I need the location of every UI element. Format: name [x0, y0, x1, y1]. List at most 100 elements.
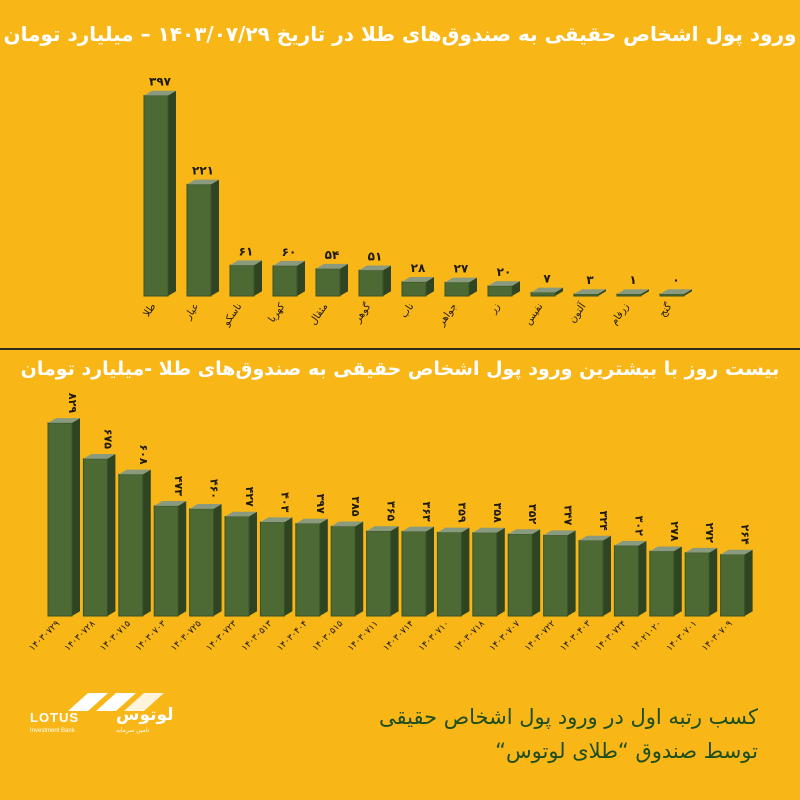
- bar-group: [578, 535, 611, 617]
- footer-announcement: کسب رتبه اول در ورود پول اشخاص حقیقی توس…: [298, 700, 758, 768]
- bar-top: [260, 517, 293, 523]
- bar-top: [508, 529, 541, 535]
- bar-top: [359, 265, 391, 271]
- bar-side: [390, 526, 399, 616]
- tick-label: ۱۴۰۳۰۷۱۴: [382, 619, 417, 654]
- bar-group: [272, 260, 305, 297]
- data-label: ۴۲۷: [243, 487, 256, 507]
- bar-group: [118, 469, 151, 617]
- bar-top: [614, 540, 647, 546]
- data-label: ۰: [672, 273, 679, 287]
- tick-label: ۱۴۰۳۰۷۱۰: [417, 619, 451, 653]
- top-bar-chart: ۳۹۷طلا۲۲۱عیار۶۱ناسکو۶۰کهربا۵۴مثقال۵۱گوهر…: [141, 75, 692, 329]
- data-label: ۳۸۵: [349, 496, 362, 516]
- data-label: ۲۶۴: [739, 525, 752, 545]
- bar-top: [144, 90, 176, 96]
- bar-group: [649, 546, 682, 617]
- data-label: ۸۲۹: [66, 393, 79, 413]
- data-label: ۱: [629, 273, 636, 287]
- bar: [118, 473, 144, 617]
- bar-top: [579, 535, 611, 541]
- bar-top: [445, 277, 477, 283]
- tick-label: ۱۴۰۳۰۷۲۵: [169, 619, 204, 654]
- lotus-logo: LOTUS لوتوس Investment Bank تامین سرمایه: [28, 683, 188, 743]
- bar-top: [574, 289, 606, 294]
- bar-side: [213, 504, 222, 616]
- data-label: ۲۲۱: [192, 164, 214, 178]
- tick-label: ۱۴۰۳۰۷۲۳: [205, 619, 240, 654]
- bar: [315, 268, 341, 297]
- bar-top: [331, 521, 364, 527]
- tick-label: ۱۴۰۲۱۰۲۰: [630, 619, 664, 653]
- bar-top: [402, 277, 434, 282]
- bar-group: [659, 289, 692, 297]
- bar: [189, 508, 215, 617]
- bar: [295, 523, 321, 617]
- data-label: ۵۱: [368, 249, 383, 263]
- tick-label: ۱۴۰۳۰۷۲۴: [594, 619, 629, 654]
- bar-group: [229, 260, 262, 297]
- bar-top: [273, 260, 305, 266]
- bar: [186, 183, 212, 297]
- bar-side: [673, 546, 682, 616]
- data-label: ۳۲۴: [597, 511, 610, 531]
- bar-group: [295, 518, 328, 617]
- bar-side: [512, 281, 520, 296]
- bar-side: [638, 540, 647, 616]
- bar-top: [543, 530, 576, 536]
- bar-top: [230, 260, 262, 266]
- bar-top: [225, 511, 257, 517]
- bar-group: [507, 529, 541, 617]
- bar-group: [436, 527, 470, 617]
- logo-sub-fa: تامین سرمایه: [116, 727, 150, 734]
- bar-top: [154, 501, 187, 506]
- bar-group: [543, 530, 576, 617]
- data-label: ۲۰: [497, 265, 512, 279]
- bar-group: [530, 287, 563, 297]
- data-label: ۷: [543, 272, 551, 286]
- bar-side: [603, 535, 611, 616]
- bar-group: [259, 517, 293, 617]
- tick-label: ۱۴۰۳۰۷۰۳: [134, 619, 169, 654]
- tick-label: ۱۴۰۳۰۷۰۹: [700, 619, 735, 654]
- bar: [578, 540, 604, 617]
- bar-group: [573, 289, 606, 297]
- data-label: ۲۷: [454, 262, 469, 276]
- tick-label: ۱۴۰۳۰۷۲۹: [28, 619, 63, 654]
- tick-label: ۱۴۰۳۰۷۱۱: [346, 619, 380, 653]
- data-label: ۳: [586, 273, 594, 287]
- tick-label: ۱۴۰۳۰۵۱۵: [311, 619, 346, 654]
- bar-top: [437, 527, 470, 533]
- bar-side: [249, 511, 257, 616]
- chart-title-top: ورود پول اشخاص حقیقی به صندوق‌های طلا در…: [3, 22, 797, 46]
- bar-group: [472, 527, 505, 617]
- bar: [720, 554, 746, 617]
- data-label: ۳۵۹: [455, 502, 468, 522]
- bar: [224, 516, 250, 617]
- bar-group: [720, 549, 753, 617]
- bar: [366, 530, 392, 617]
- data-label: ۶۱: [239, 244, 254, 258]
- bar-side: [297, 260, 305, 296]
- data-label: ۳۵۲: [526, 504, 539, 524]
- data-label: ۲۸: [411, 261, 426, 275]
- bar: [401, 530, 427, 617]
- tick-label: ۱۴۰۳۰۷۲۸: [63, 619, 98, 654]
- bar-top: [48, 418, 80, 423]
- data-label: ۳۶۵: [385, 501, 398, 521]
- bar-side: [598, 289, 606, 296]
- bar-top: [472, 527, 505, 533]
- bar-side: [567, 530, 576, 616]
- bar-top: [617, 289, 649, 294]
- bar: [143, 95, 169, 297]
- bar-group: [613, 540, 647, 617]
- footer-line-1: کسب رتبه اول در ورود پول اشخاص حقیقی: [379, 705, 758, 729]
- bar: [613, 545, 639, 617]
- logo-name-en: LOTUS: [30, 710, 80, 725]
- bar-top: [295, 518, 328, 524]
- bar-top: [118, 469, 151, 475]
- bar-top: [83, 453, 116, 459]
- bar-side: [426, 526, 434, 616]
- bar: [507, 533, 533, 617]
- bar-side: [107, 453, 116, 616]
